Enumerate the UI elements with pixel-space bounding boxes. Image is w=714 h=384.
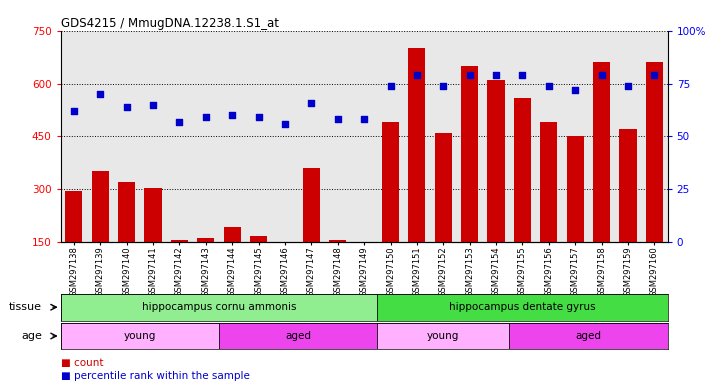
Bar <box>197 238 214 242</box>
Bar <box>514 98 531 242</box>
Point <box>94 91 106 97</box>
Point <box>543 83 555 89</box>
Bar <box>171 240 188 242</box>
Text: hippocampus cornu ammonis: hippocampus cornu ammonis <box>142 302 296 312</box>
Bar <box>61 323 219 349</box>
Point <box>438 83 449 89</box>
Bar <box>91 171 109 242</box>
Bar <box>646 63 663 242</box>
Bar <box>118 182 135 242</box>
Bar <box>144 189 161 242</box>
Bar <box>65 190 82 242</box>
Bar <box>435 133 452 242</box>
Text: age: age <box>21 331 42 341</box>
Bar <box>377 294 668 321</box>
Text: young: young <box>124 331 156 341</box>
Point <box>570 87 581 93</box>
Bar <box>540 122 558 242</box>
Point <box>121 104 132 110</box>
Bar <box>250 236 267 242</box>
Point <box>332 116 343 122</box>
Text: ■ percentile rank within the sample: ■ percentile rank within the sample <box>61 371 250 381</box>
Point <box>623 83 634 89</box>
Point <box>596 72 608 78</box>
Text: young: young <box>427 331 460 341</box>
Bar <box>219 323 377 349</box>
Text: aged: aged <box>285 331 311 341</box>
Bar <box>382 122 399 242</box>
Point <box>279 121 291 127</box>
Bar <box>303 168 320 242</box>
Bar <box>461 66 478 242</box>
Text: tissue: tissue <box>9 302 42 312</box>
Bar <box>408 48 426 242</box>
Point <box>253 114 264 121</box>
Point <box>649 72 660 78</box>
Bar <box>567 136 584 242</box>
Point <box>411 72 423 78</box>
Bar <box>61 294 377 321</box>
Bar <box>377 323 509 349</box>
Bar <box>488 80 505 242</box>
Text: hippocampus dentate gyrus: hippocampus dentate gyrus <box>449 302 595 312</box>
Text: GDS4215 / MmugDNA.12238.1.S1_at: GDS4215 / MmugDNA.12238.1.S1_at <box>61 17 278 30</box>
Bar <box>276 242 293 243</box>
Point <box>68 108 79 114</box>
Bar <box>593 63 610 242</box>
Point <box>464 72 476 78</box>
Point <box>491 72 502 78</box>
Point <box>174 118 185 124</box>
Bar <box>223 227 241 242</box>
Point <box>226 112 238 118</box>
Text: ■ count: ■ count <box>61 358 104 368</box>
Text: aged: aged <box>575 331 601 341</box>
Bar <box>509 323 668 349</box>
Point <box>200 114 211 121</box>
Point <box>306 99 317 106</box>
Point <box>385 83 396 89</box>
Bar <box>356 242 373 243</box>
Point <box>517 72 528 78</box>
Point <box>358 116 370 122</box>
Bar <box>620 129 637 242</box>
Bar <box>329 240 346 242</box>
Point <box>147 101 159 108</box>
